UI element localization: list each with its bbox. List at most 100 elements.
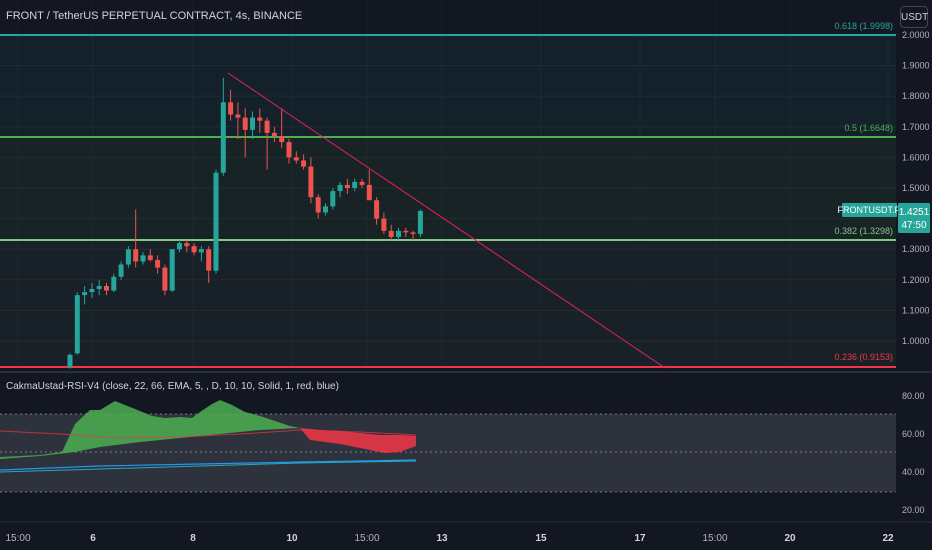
time-tick: 15 [535,533,547,544]
candle-body[interactable] [301,160,307,167]
candle-body[interactable] [366,184,372,201]
time-tick: 6 [90,533,96,544]
candle-body[interactable] [264,120,270,133]
time-tick: 10 [286,533,298,544]
candle-body[interactable] [147,255,153,260]
rsi-bear-area [300,428,416,453]
rsi-blue-line-2 [0,460,417,473]
candle-body[interactable] [228,102,234,115]
candle-body[interactable] [323,206,328,213]
candle-body[interactable] [337,184,343,192]
fib-zone-0382-0236 [0,240,896,367]
candle-body[interactable] [67,354,73,368]
indicator-title: CakmaUstad-RSI-V4 (close, 22, 66, EMA, 5… [6,381,339,392]
price-axis[interactable] [896,0,932,368]
candle-body[interactable] [177,243,182,250]
candle-body[interactable] [250,117,255,130]
fib-zone-05-0382 [0,137,896,240]
candle-body[interactable] [279,135,285,143]
candlestick-series[interactable] [67,77,423,369]
fib-label-0618: 0.618 (1.9998) [834,21,893,31]
candle-body[interactable] [82,292,88,296]
time-tick: 8 [190,533,196,544]
candle-body[interactable] [396,230,401,237]
candle-body[interactable] [89,289,95,293]
candle-body[interactable] [286,142,292,158]
candle-body[interactable] [330,191,336,207]
candle-body[interactable] [155,259,161,268]
main-grid [0,34,896,342]
candle-body[interactable] [410,232,416,234]
candle-body[interactable] [125,249,131,265]
candle-body[interactable] [359,181,365,185]
candle-body[interactable] [374,200,380,219]
fib-zone-0618-05 [0,35,896,137]
time-tick: 17 [634,533,646,544]
rsi-tick-40: 40.00 [902,467,925,477]
candle-body[interactable] [220,102,226,173]
rsi-tick-60: 60.00 [902,429,925,439]
time-tick: 15:00 [354,533,379,544]
candle-body[interactable] [74,295,80,354]
candle-body[interactable] [271,132,277,136]
price-tick: 1.5000 [902,183,930,193]
trendline[interactable] [227,72,666,369]
candle-body[interactable] [111,276,117,291]
main-plot-area[interactable] [0,0,896,368]
price-tick: 1.8000 [902,91,930,101]
current-price: 1.4251 [899,207,930,218]
current-price-badge [898,203,930,233]
currency-button[interactable]: USDT [900,6,928,28]
price-tick: 2.0000 [902,30,930,40]
price-tick: 1.1000 [902,305,930,315]
symbol-label: FRONTUSDT.P [838,205,901,215]
candle-body[interactable] [206,249,212,271]
price-tick: 1.3000 [902,244,930,254]
time-tick: 22 [882,533,894,544]
candle-body[interactable] [417,210,423,234]
candle-body[interactable] [344,184,350,189]
time-tick: 15:00 [5,533,30,544]
candle-body[interactable] [213,172,219,271]
rsi-tick-20: 20.00 [902,505,925,515]
bar-countdown: 47:50 [901,220,926,231]
candle-body[interactable] [169,249,175,291]
price-tick: 1.9000 [902,61,930,71]
price-tick: 1.6000 [902,152,930,162]
candle-body[interactable] [235,114,241,118]
candle-body[interactable] [191,246,197,253]
rsi-signal-line [0,429,417,439]
candle-body[interactable] [352,181,358,189]
candle-body[interactable] [388,230,394,237]
chart-title: FRONT / TetherUS PERPETUAL CONTRACT, 4s,… [6,10,302,22]
rsi-tick-80: 80.00 [902,391,925,401]
candle-body[interactable] [162,267,168,291]
candle-body[interactable] [133,249,139,262]
candle-body[interactable] [140,255,146,262]
candle-body[interactable] [184,243,190,247]
fib-label-0382: 0.382 (1.3298) [834,226,893,236]
candle-body[interactable] [381,218,387,231]
candle-body[interactable] [96,285,102,290]
price-tick: 1.0000 [902,336,930,346]
price-tick: 1.7000 [902,122,930,132]
rsi-bull-area [0,400,300,459]
candle-body[interactable] [257,117,263,121]
candle-body[interactable] [104,285,109,291]
candle-body[interactable] [308,166,314,198]
price-tick: 1.2000 [902,275,930,285]
candle-body[interactable] [403,230,409,233]
candle-body[interactable] [118,264,124,277]
rsi-blue-line-1 [0,459,417,471]
candle-body[interactable] [315,197,321,213]
candle-body[interactable] [242,117,248,130]
time-tick: 20 [784,533,796,544]
fib-label-05: 0.5 (1.6648) [844,123,893,133]
symbol-label-bg [842,203,897,217]
candle-body[interactable] [293,157,299,161]
fib-label-0236: 0.236 (0.9153) [834,352,893,362]
time-tick: 15:00 [702,533,727,544]
candle-body[interactable] [198,249,204,253]
time-axis[interactable]: 15:00 6 8 10 15:00 13 15 17 15:00 20 22 [5,533,894,544]
